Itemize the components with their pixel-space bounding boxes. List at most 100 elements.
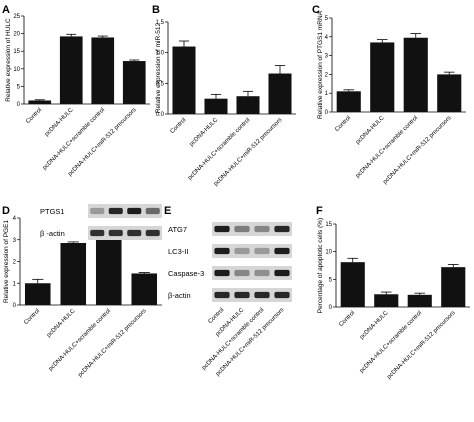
blot-frame-d	[88, 226, 162, 240]
y-tick-label-d: 0	[13, 303, 17, 309]
blot-frame-e	[212, 244, 292, 258]
y-tick-label-f: 10	[325, 250, 332, 256]
blot-label-d: β -actin	[40, 229, 65, 238]
category-label-e: Control	[207, 307, 225, 325]
bar-a	[122, 61, 146, 104]
y-axis-label-b: Relative expression of miR-512	[155, 22, 162, 113]
y-tick-label-a: 15	[13, 49, 20, 55]
bar-b	[204, 98, 228, 114]
blot-band-e	[274, 247, 290, 255]
blot-band-d	[108, 229, 123, 237]
category-label-a: Control	[25, 107, 43, 125]
blot-band-e	[254, 291, 270, 299]
blot-band-e	[234, 247, 250, 255]
blot-band-e	[254, 269, 270, 277]
bar-d	[60, 243, 87, 305]
category-label-f: pcDNA-HULC+miR-512 precursors	[386, 310, 456, 380]
blot-band-d	[127, 229, 142, 237]
blot-frame-d	[88, 204, 162, 218]
category-label-c: pcDNA-HULC+miR-512 precursors	[382, 115, 452, 185]
blot-frame-e	[212, 288, 292, 302]
y-tick-label-a: 10	[13, 67, 20, 73]
bar-a	[28, 100, 52, 104]
category-label-a: pcDNA-HULC	[44, 107, 75, 138]
blot-band-d	[145, 229, 160, 237]
category-label-d: pcDNA-HULC	[46, 308, 77, 339]
bar-a	[91, 37, 115, 104]
bar-c	[437, 74, 462, 112]
y-tick-label-d: 3	[13, 238, 17, 244]
y-tick-label-d: 4	[13, 216, 17, 222]
panel-letter-a: A	[2, 4, 10, 16]
blot-band-e	[214, 291, 230, 299]
category-label-f: Control	[338, 310, 356, 328]
category-label-d: pcDNA-HULC+scramble control	[48, 308, 112, 372]
y-tick-label-d: 2	[13, 260, 17, 266]
y-tick-label-a: 20	[13, 32, 20, 38]
category-label-b: pcDNA-HULC+scramble control	[187, 117, 251, 181]
blot-band-e	[274, 291, 290, 299]
y-axis-label-f: Percentage of apoptotic cells (%)	[317, 218, 324, 313]
bar-f	[340, 262, 365, 307]
blot-band-e	[274, 269, 290, 277]
blot-label-e: Caspase-3	[168, 269, 204, 278]
bar-b	[268, 73, 292, 114]
bar-f	[441, 267, 466, 307]
category-label-f: pcDNA-HULC+scramble control	[359, 310, 423, 374]
category-label-c: pcDNA-HULC+scramble control	[355, 115, 419, 179]
blot-frame-e	[212, 266, 292, 280]
category-label-a: pcDNA-HULC+scramble control	[42, 107, 106, 171]
bar-b	[172, 46, 196, 114]
blot-band-e	[234, 225, 250, 233]
y-tick-label-c: 5	[325, 16, 329, 22]
panel-letter-b: B	[152, 4, 160, 16]
blot-band-e	[274, 225, 290, 233]
y-tick-label-b: 0.5	[156, 81, 165, 87]
bar-f	[407, 294, 432, 307]
category-label-a: pcDNA-HULC+miR-512 precursors	[67, 107, 137, 177]
bar-d	[131, 273, 158, 305]
y-tick-label-a: 0	[17, 102, 21, 108]
blot-label-e: β-actin	[168, 291, 191, 300]
blot-band-e	[254, 247, 270, 255]
panel-letter-e: E	[164, 205, 171, 217]
blot-label-e: LC3-II	[168, 247, 188, 256]
bar-d	[24, 283, 51, 305]
y-tick-label-f: 0	[329, 305, 333, 311]
bar-b	[236, 96, 260, 114]
category-label-c: Control	[334, 115, 352, 133]
y-axis-label-d: Relative expression of PGE1	[3, 220, 10, 303]
y-tick-label-c: 0	[325, 110, 329, 116]
panel-letter-d: D	[2, 205, 10, 217]
blot-band-d	[108, 207, 123, 215]
blot-band-d	[90, 229, 105, 237]
y-tick-label-a: 25	[13, 14, 20, 20]
y-axis-label-c: Relative expression of PTGS1 mRNA	[317, 10, 324, 119]
bar-a	[59, 36, 83, 104]
y-tick-label-a: 5	[17, 84, 21, 90]
blot-band-e	[214, 269, 230, 277]
bar-c	[336, 91, 361, 112]
blot-label-e: ATG7	[168, 225, 187, 234]
blot-band-e	[214, 225, 230, 233]
y-tick-label-f: 15	[325, 222, 332, 228]
blot-band-d	[90, 207, 105, 215]
bar-c	[403, 37, 428, 112]
blot-band-e	[254, 225, 270, 233]
y-axis-label-a: Relative expression of HULC	[5, 18, 12, 102]
category-label-b: pcDNA-HULC+miR-512 precursors	[213, 117, 283, 187]
category-label-d: Control	[23, 308, 41, 326]
blot-band-e	[234, 291, 250, 299]
y-tick-label-d: 1	[13, 281, 17, 287]
y-tick-label-c: 3	[325, 54, 329, 60]
blot-band-e	[214, 247, 230, 255]
y-tick-label-b: 1.5	[156, 20, 165, 26]
y-tick-label-c: 1	[325, 91, 329, 97]
panel-letter-c: C	[312, 4, 320, 16]
category-label-d: pcDNA-HULC+miR-512 precursors	[77, 308, 147, 378]
y-tick-label-b: 0.0	[156, 112, 165, 118]
blot-band-d	[145, 207, 160, 215]
y-tick-label-c: 4	[325, 35, 329, 41]
y-tick-label-c: 2	[325, 72, 329, 78]
